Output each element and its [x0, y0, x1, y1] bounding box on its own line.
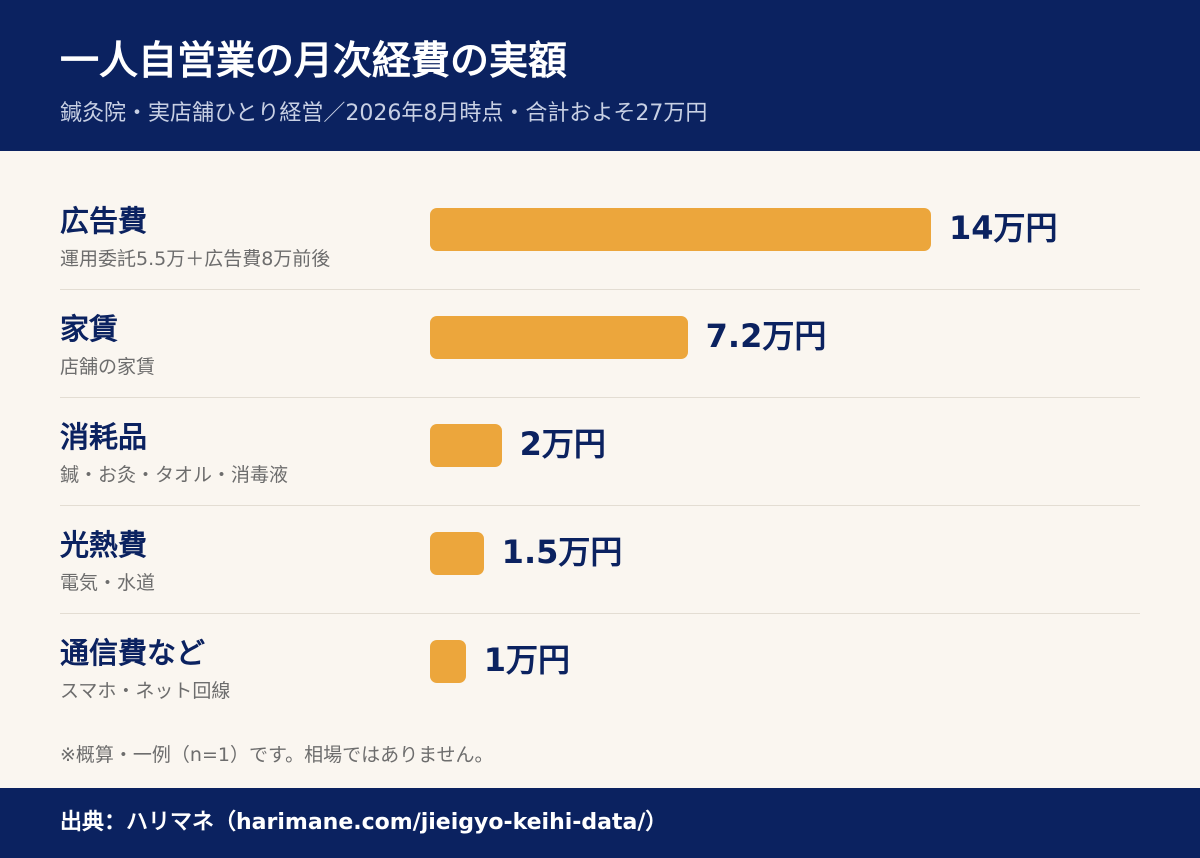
chart-row: 通信費などスマホ・ネット回線 1万円 [0, 583, 1200, 701]
category-note: スマホ・ネット回線 [60, 680, 231, 702]
row-divider [60, 505, 1140, 506]
category-label: 家賃 [60, 312, 119, 346]
category-note: 電気・水道 [60, 572, 156, 594]
category-label: 通信費など [60, 636, 206, 670]
expense-bar-chart: 広告費運用委託5.5万＋広告費8万前後 14万円家賃店舗の家賃 7.2万円消耗品鍼・… [0, 151, 1200, 788]
row-divider [60, 613, 1140, 614]
expense-bar [430, 424, 502, 467]
value-label: 1.5万円 [501, 533, 623, 571]
chart-row: 光熱費電気・水道 1.5万円 [0, 475, 1200, 593]
chart-title: 一人自営業の月次経費の実額 [60, 39, 568, 84]
header-banner: 一人自営業の月次経費の実額 鍼灸院・実店舗ひとり経営／2026年8月時点・合計お… [0, 0, 1200, 151]
value-label: 7.2万円 [705, 317, 827, 355]
footnote: ※概算・一例（n=1）です。相場ではありません。 [60, 744, 494, 766]
expense-bar [430, 532, 484, 575]
category-label: 広告費 [60, 204, 148, 238]
category-note: 店舗の家賃 [60, 356, 156, 378]
expense-bar [430, 316, 688, 359]
value-label: 2万円 [519, 425, 606, 463]
footer-banner: 出典：ハリマネ（harimane.com/jieigyo-keihi-data/… [0, 788, 1200, 858]
expense-bar [430, 640, 466, 683]
chart-subtitle: 鍼灸院・実店舗ひとり経営／2026年8月時点・合計およそ27万円 [60, 101, 708, 126]
chart-row: 消耗品鍼・お灸・タオル・消毒液 2万円 [0, 367, 1200, 485]
category-label: 光熱費 [60, 528, 148, 562]
chart-row: 広告費運用委託5.5万＋広告費8万前後 14万円 [0, 151, 1200, 269]
category-label: 消耗品 [60, 420, 148, 454]
value-label: 1万円 [483, 641, 571, 679]
row-divider [60, 397, 1140, 398]
value-label: 14万円 [949, 209, 1058, 247]
expense-bar [430, 208, 931, 251]
source-credit: 出典：ハリマネ（harimane.com/jieigyo-keihi-data/… [60, 810, 668, 835]
row-divider [60, 289, 1140, 290]
category-note: 鍼・お灸・タオル・消毒液 [60, 464, 289, 486]
chart-row: 家賃店舗の家賃 7.2万円 [0, 259, 1200, 377]
category-note: 運用委託5.5万＋広告費8万前後 [60, 248, 331, 270]
